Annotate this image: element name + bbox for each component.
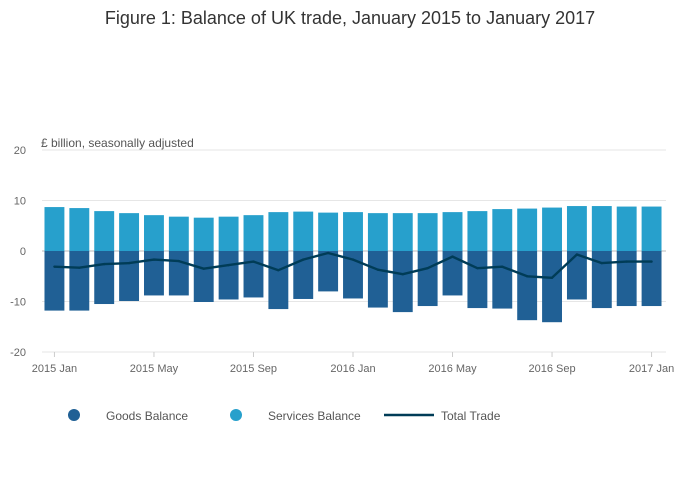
services-balance-bar [367,213,388,251]
goods-balance-legend-label: Goods Balance [106,409,188,423]
goods-balance-bar [467,251,488,309]
goods-balance-bar [268,251,289,310]
x-tick-label: 2016 May [428,363,477,375]
y-tick-label: -10 [10,297,26,309]
services-balance-legend-label: Services Balance [268,409,361,423]
total-trade-point [501,265,504,268]
x-tick-label: 2015 Jan [32,363,77,375]
goods-balance-bar [392,251,413,313]
goods-balance-bar [218,251,239,300]
goods-balance-bar [318,251,339,292]
total-trade-point [401,273,404,276]
services-balance-bar [318,212,339,251]
goods-balance-bar [193,251,214,303]
x-tick-label: 2015 Sep [230,363,277,375]
services-balance-bar [44,207,65,251]
goods-balance-bar [616,251,637,307]
services-balance-bar [392,213,413,251]
services-balance-bar [542,207,562,251]
goods-balance-bar [44,251,65,311]
total-trade-point [650,260,653,263]
total-trade-point [127,261,131,265]
services-balance-bar [616,206,637,251]
total-trade-point [376,268,380,271]
total-trade-point [177,259,181,263]
bars [44,206,662,323]
services-balance-bar [243,215,264,251]
goods-balance-bar [119,251,140,301]
total-trade-point [53,265,56,268]
total-trade-point [451,255,454,258]
goods-balance-bar [168,251,189,296]
total-trade-point [525,275,529,278]
chart-title: Figure 1: Balance of UK trade, January 2… [105,8,595,28]
x-tick-label: 2016 Jan [330,363,375,375]
goods-balance-bar [144,251,164,296]
total-trade-point [600,261,603,265]
goods-balance-bar [69,251,90,311]
total-trade-point [78,266,81,269]
total-trade-point [277,268,280,272]
services-balance-bar [268,212,289,251]
legend: Goods Balance Services Balance Total Trade [68,409,501,423]
goods-balance-bar [517,251,538,321]
y-tick-label: 20 [14,145,26,157]
total-trade-line-group [53,251,653,279]
total-trade-point [426,266,429,270]
services-balance-bar [144,215,164,251]
total-trade-point [351,258,355,261]
goods-balance-bar [442,251,463,296]
services-balance-bar [417,213,438,251]
services-balance-bar [218,216,239,251]
y-tick-label: -20 [10,347,26,359]
services-balance-legend-swatch [230,409,242,421]
total-trade-point [302,258,305,261]
total-trade-point [326,251,330,255]
total-trade-point [252,260,255,263]
total-trade-point [575,253,579,256]
y-axis-unit-label: £ billion, seasonally adjusted [41,136,194,150]
goods-balance-bar [417,251,438,307]
goods-balance-bar [367,251,388,308]
goods-balance-bar [591,251,612,309]
total-trade-point [550,276,554,279]
services-balance-bar [591,206,612,251]
goods-balance-bar [641,251,662,307]
total-trade-point [476,266,479,270]
goods-balance-bar [542,251,562,323]
services-balance-bar [641,206,662,251]
total-trade-point [103,262,106,266]
services-balance-bar [343,212,363,251]
y-tick-label: 0 [20,246,26,258]
services-balance-bar [492,209,513,251]
services-balance-bar [566,206,587,251]
axes: 20 10 0 -10 -20 2015 Jan 2015 May 2015 Sep 2016 … [10,145,674,375]
x-tick-label: 2015 May [130,363,179,375]
services-balance-bar [517,208,538,251]
services-balance-bar [94,211,115,251]
goods-balance-bar [94,251,115,305]
goods-balance-bar [566,251,587,300]
services-balance-bar [168,216,189,251]
total-trade-point [227,263,230,267]
services-balance-bar [293,211,314,251]
total-trade-legend-label: Total Trade [441,409,501,423]
goods-balance-bar [492,251,513,309]
total-trade-point [625,260,628,263]
goods-balance-legend-swatch [68,409,80,421]
x-tick-label: 2017 Jan [629,363,674,375]
total-trade-point [152,258,156,261]
services-balance-bar [193,217,214,251]
y-tick-label: 10 [14,196,26,208]
x-tick-label: 2016 Sep [528,363,575,375]
services-balance-bar [442,212,463,251]
services-balance-bar [69,208,90,251]
services-balance-bar [119,213,140,251]
goods-balance-bar [243,251,264,298]
total-trade-point [202,267,205,270]
services-balance-bar [467,211,488,251]
